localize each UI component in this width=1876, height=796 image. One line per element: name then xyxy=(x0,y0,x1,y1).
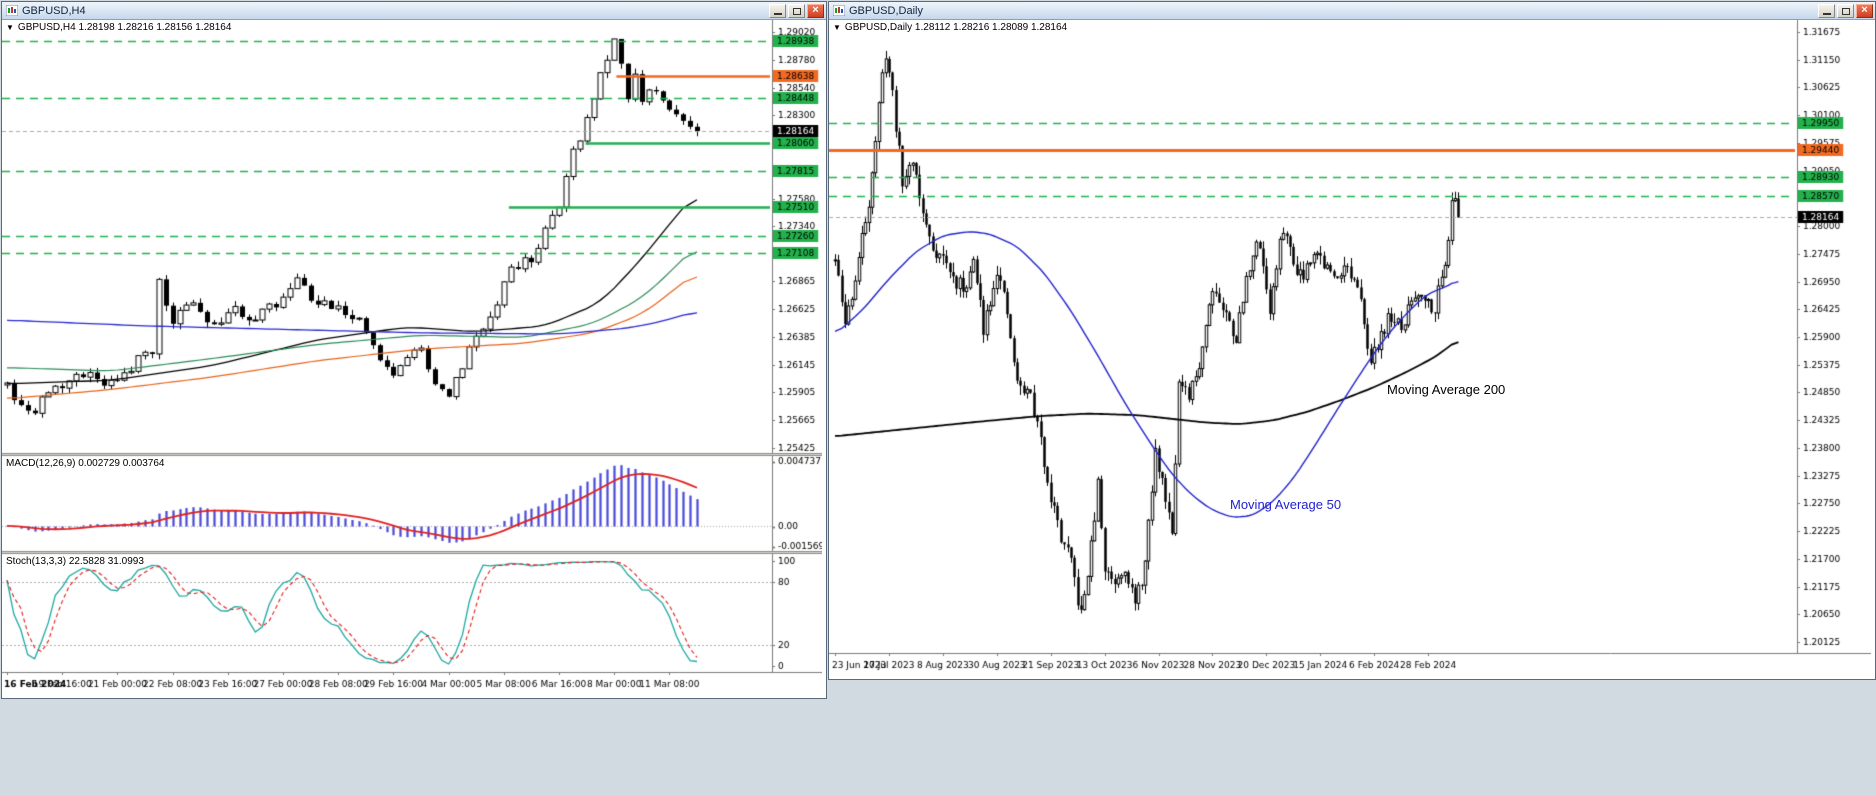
daily-chart-header: ▼ GBPUSD,Daily 1.28112 1.28216 1.28089 1… xyxy=(833,22,1067,33)
close-button[interactable]: × xyxy=(1856,3,1873,18)
collapse-arrow-icon: ▼ xyxy=(833,22,841,32)
chart-window-icon xyxy=(833,5,845,16)
restore-button[interactable] xyxy=(788,3,805,18)
daily-ohlc-readout: GBPUSD,Daily 1.28112 1.28216 1.28089 1.2… xyxy=(844,22,1068,33)
h4-chart-header: ▼ GBPUSD,H4 1.28198 1.28216 1.28156 1.28… xyxy=(6,22,231,33)
collapse-arrow-icon: ▼ xyxy=(6,22,14,32)
h4-ohlc-readout: GBPUSD,H4 1.28198 1.28216 1.28156 1.2816… xyxy=(17,22,232,33)
daily-chart-area: ▼ GBPUSD,Daily 1.28112 1.28216 1.28089 1… xyxy=(829,20,1875,676)
daily-chart-window: GBPUSD,Daily × ▼ GBPUSD,Daily 1.28112 1.… xyxy=(828,1,1876,680)
close-button[interactable]: × xyxy=(807,3,824,18)
minimize-button[interactable] xyxy=(769,3,786,18)
macd-indicator-label: MACD(12,26,9) 0.002729 0.003764 xyxy=(6,458,165,469)
stoch-indicator-label: Stoch(13,3,3) 22.5828 31.0993 xyxy=(6,556,144,567)
chart-window-icon xyxy=(6,5,18,16)
h4-chart-area: ▼ GBPUSD,H4 1.28198 1.28216 1.28156 1.28… xyxy=(2,20,826,695)
h4-chart-canvas[interactable] xyxy=(2,20,822,694)
ma200-label[interactable]: Moving Average 200 xyxy=(1387,382,1506,397)
window-title: GBPUSD,H4 xyxy=(22,4,86,17)
minimize-button[interactable] xyxy=(1818,3,1835,18)
daily-window-titlebar[interactable]: GBPUSD,Daily × xyxy=(829,2,1875,20)
restore-button[interactable] xyxy=(1837,3,1854,18)
window-title: GBPUSD,Daily xyxy=(849,4,923,17)
h4-window-titlebar[interactable]: GBPUSD,H4 × xyxy=(2,2,826,20)
ma50-label[interactable]: Moving Average 50 xyxy=(1230,497,1342,512)
daily-chart-canvas[interactable] xyxy=(829,20,1871,675)
h4-chart-window: GBPUSD,H4 × ▼ GBPUSD,H4 1.28198 1.28216 … xyxy=(1,1,827,699)
